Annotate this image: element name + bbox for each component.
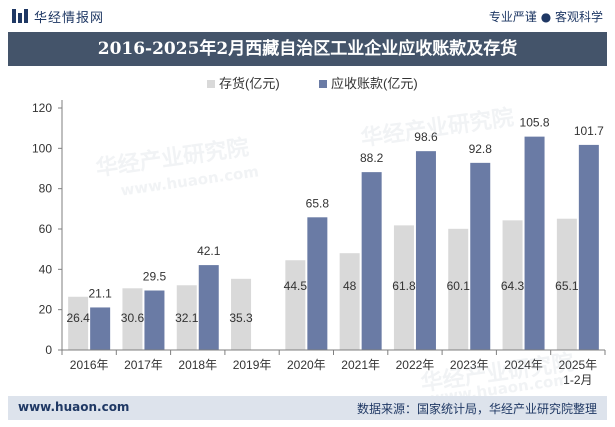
title-band: 2016-2025年2月西藏自治区工业企业应收账款及存货	[8, 32, 607, 66]
inventory-data-label: 32.1	[175, 311, 199, 325]
inventory-bar	[68, 296, 89, 350]
x-tick-label: 2017年	[124, 358, 163, 372]
receivables-bar	[524, 136, 545, 350]
x-tick-label: 2018年	[178, 358, 217, 372]
y-tick-label: 40	[39, 262, 53, 276]
receivables-data-label: 98.6	[414, 130, 438, 144]
receivables-data-label: 101.7	[574, 124, 604, 138]
legend-swatch	[207, 80, 215, 88]
brand-name: 华经情报网	[34, 11, 105, 26]
receivables-data-label: 88.2	[360, 151, 384, 165]
legend-swatch	[319, 80, 327, 88]
inventory-data-label: 26.4	[66, 311, 90, 325]
x-tick-label: 2025年 1-2月	[558, 358, 597, 387]
inventory-bar	[339, 253, 360, 350]
logo-icon	[12, 9, 28, 23]
inventory-bar	[448, 228, 469, 350]
inventory-data-label: 35.3	[229, 311, 253, 325]
inventory-data-label: 65.1	[555, 279, 579, 293]
data-source: 数据来源：国家统计局，华经产业研究院整理	[356, 402, 597, 416]
inventory-bar	[285, 260, 306, 350]
inventory-data-label: 30.6	[121, 311, 145, 325]
y-tick-label: 60	[39, 222, 53, 236]
receivables-bar	[307, 217, 328, 350]
receivables-data-label: 65.8	[306, 196, 330, 210]
inventory-bar	[556, 218, 577, 350]
inventory-bar	[231, 278, 252, 350]
x-tick-label: 2019年	[233, 358, 272, 372]
y-tick-label: 80	[39, 182, 53, 196]
receivables-bar	[415, 151, 436, 350]
x-tick-label: 2020年	[287, 358, 326, 372]
receivables-bar	[144, 290, 165, 350]
inventory-bar	[393, 225, 414, 350]
bar-chart: 存货(亿元) 应收账款(亿元) 0 20 40 60 80 100 120 26.4 21.1 201…	[32, 76, 606, 387]
slogan: 专业严谨 ● 客观科学	[488, 10, 603, 24]
footer-band: www.huaon.com 数据来源：国家统计局，华经产业研究院整理	[8, 396, 607, 420]
legend-label: 存货(亿元)	[219, 76, 280, 91]
y-tick-label: 120	[32, 101, 52, 115]
inventory-bar	[122, 288, 143, 350]
x-tick-label: 2024年	[504, 358, 543, 372]
inventory-data-label: 60.1	[447, 279, 471, 293]
y-tick-label: 20	[39, 303, 53, 317]
receivables-data-label: 21.1	[88, 286, 112, 300]
inventory-data-label: 48	[343, 279, 357, 293]
receivables-bar	[90, 307, 111, 350]
inventory-bar	[502, 220, 523, 350]
receivables-bar	[470, 162, 491, 350]
inventory-data-label: 61.8	[392, 279, 416, 293]
legend-label: 应收账款(亿元)	[331, 76, 418, 91]
receivables-bar	[578, 144, 599, 350]
inventory-bar	[176, 285, 197, 350]
chart-title: 2016-2025年2月西藏自治区工业企业应收账款及存货	[97, 39, 518, 59]
y-tick-label: 0	[45, 343, 52, 357]
x-tick-label: 2016年	[70, 358, 109, 372]
inventory-data-label: 44.5	[284, 279, 308, 293]
y-tick-label: 100	[32, 141, 52, 155]
receivables-bar	[361, 172, 382, 350]
x-tick-label: 2022年	[396, 358, 435, 372]
receivables-data-label: 29.5	[143, 270, 167, 284]
inventory-data-label: 64.3	[501, 279, 525, 293]
receivables-data-label: 42.1	[197, 244, 221, 258]
x-tick-label: 2023年	[450, 358, 489, 372]
receivables-data-label: 105.8	[520, 116, 550, 130]
x-tick-label: 2021年	[341, 358, 380, 372]
website-url: www.huaon.com	[18, 400, 130, 414]
receivables-data-label: 92.8	[469, 142, 493, 156]
receivables-bar	[198, 265, 219, 350]
top-bar: 华经情报网 专业严谨 ● 客观科学	[0, 0, 615, 32]
